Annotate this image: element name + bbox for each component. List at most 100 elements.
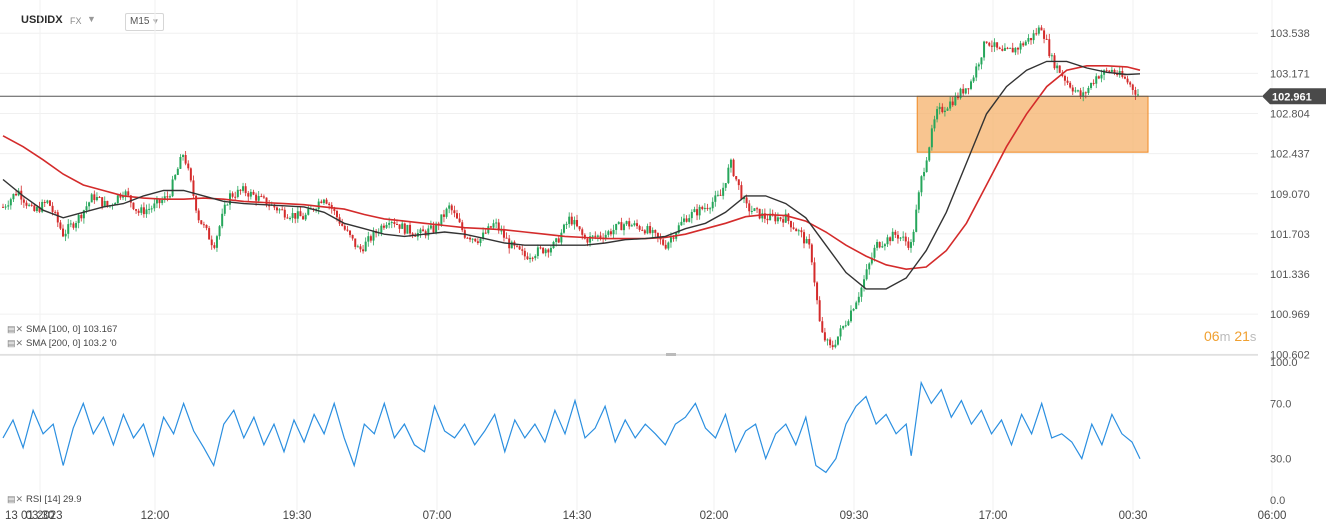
market-label[interactable]: FX — [70, 16, 82, 26]
symbol-label[interactable]: USDIDX — [21, 14, 63, 26]
candle-body — [495, 222, 498, 224]
candle-body — [1071, 87, 1074, 92]
candle-body — [735, 176, 738, 180]
candle-body — [505, 237, 508, 239]
candle-body — [299, 211, 302, 217]
candle-body — [526, 256, 529, 260]
candle-body — [286, 217, 289, 219]
candle-body — [150, 208, 153, 210]
candle-body — [1030, 38, 1033, 41]
candle-body — [539, 247, 542, 249]
chevron-down-icon[interactable]: ▼ — [87, 14, 96, 24]
candle-body — [630, 225, 633, 227]
candle-body — [829, 339, 832, 346]
candle-body — [1048, 39, 1051, 57]
candle-body — [445, 208, 448, 217]
candle-body — [834, 344, 837, 348]
settings-icon[interactable]: ▤✕ — [7, 338, 24, 348]
settings-icon[interactable]: ▤✕ — [7, 494, 24, 504]
candle-body — [607, 231, 610, 235]
rsi-line — [2, 380, 1141, 474]
timer-minutes-unit: m — [1219, 329, 1231, 344]
sma100-value: 103.167 — [83, 324, 118, 335]
candle-body — [419, 229, 422, 234]
candle-body — [544, 249, 547, 254]
candle-body — [291, 213, 294, 219]
candle-body — [450, 205, 453, 211]
sma200-legend[interactable]: ▤✕ SMA [200, 0] 103.2 '0 — [7, 338, 117, 349]
candle-body — [928, 147, 931, 161]
candle-body — [320, 201, 323, 204]
candle-body — [362, 249, 365, 252]
candle-body — [1050, 55, 1053, 57]
candle-body — [701, 206, 704, 210]
candle-body — [1134, 90, 1137, 95]
candle-body — [343, 225, 346, 230]
rsi-legend[interactable]: ▤✕ RSI [14] 29.9 — [7, 494, 82, 505]
candle-body — [422, 229, 425, 232]
settings-icon[interactable]: ▤✕ — [7, 324, 24, 334]
candle-body — [750, 210, 753, 212]
candle-body — [959, 88, 962, 99]
candle-body — [281, 209, 284, 211]
pane-resize-handle[interactable] — [666, 353, 676, 356]
candle-body — [625, 221, 628, 225]
candle-body — [1058, 65, 1061, 73]
candle-body — [249, 191, 252, 197]
x-tick-label: 12:00 — [141, 510, 170, 522]
candle-body — [836, 336, 839, 345]
candle-body — [779, 217, 782, 220]
candle-body — [333, 208, 336, 211]
candle-body — [1129, 82, 1132, 85]
candle-body — [693, 209, 696, 212]
sma100-legend[interactable]: ▤✕ SMA [100, 0] 103.167 — [7, 324, 117, 335]
candle-body — [372, 231, 375, 241]
candle-body — [476, 241, 479, 244]
x-tick-label: 14:30 — [563, 510, 592, 522]
candle-body — [803, 232, 806, 244]
sma100-label: SMA [100, 0] — [26, 324, 81, 335]
candle-body — [15, 193, 18, 196]
candle-body — [685, 218, 688, 222]
candle-body — [1110, 69, 1113, 72]
candle-body — [38, 206, 41, 212]
candle-body — [265, 197, 268, 206]
candle-body — [64, 233, 67, 237]
candle-body — [124, 191, 127, 196]
candle-body — [98, 196, 101, 198]
candle-body — [967, 88, 970, 90]
candle-body — [453, 210, 456, 214]
candle-body — [1019, 43, 1022, 50]
candle-body — [855, 302, 858, 309]
candle-body — [1126, 78, 1129, 83]
candle-body — [1001, 48, 1004, 51]
candle-body — [168, 196, 171, 198]
candle-body — [863, 279, 866, 288]
candle-body — [800, 230, 803, 233]
candle-body — [166, 196, 169, 198]
candle-body — [56, 212, 59, 223]
candle-body — [218, 226, 221, 237]
candle-body — [998, 47, 1001, 49]
x-tick-label: 07:00 — [423, 510, 452, 522]
candle-body — [774, 215, 777, 222]
candle-body — [208, 228, 211, 240]
candle-body — [43, 202, 46, 203]
candle-body — [382, 225, 385, 228]
candle-body — [69, 223, 72, 225]
candle-body — [688, 218, 691, 222]
candle-body — [1082, 92, 1085, 97]
candle-body — [516, 245, 519, 247]
candle-body — [664, 244, 667, 249]
candle-body — [698, 206, 701, 216]
candle-body — [656, 232, 659, 238]
candle-body — [941, 106, 944, 113]
candle-body — [943, 110, 946, 113]
candle-body — [696, 209, 699, 216]
candle-body — [810, 244, 813, 263]
candle-body — [226, 204, 229, 206]
candle-body — [562, 224, 565, 233]
candle-body — [427, 228, 430, 236]
